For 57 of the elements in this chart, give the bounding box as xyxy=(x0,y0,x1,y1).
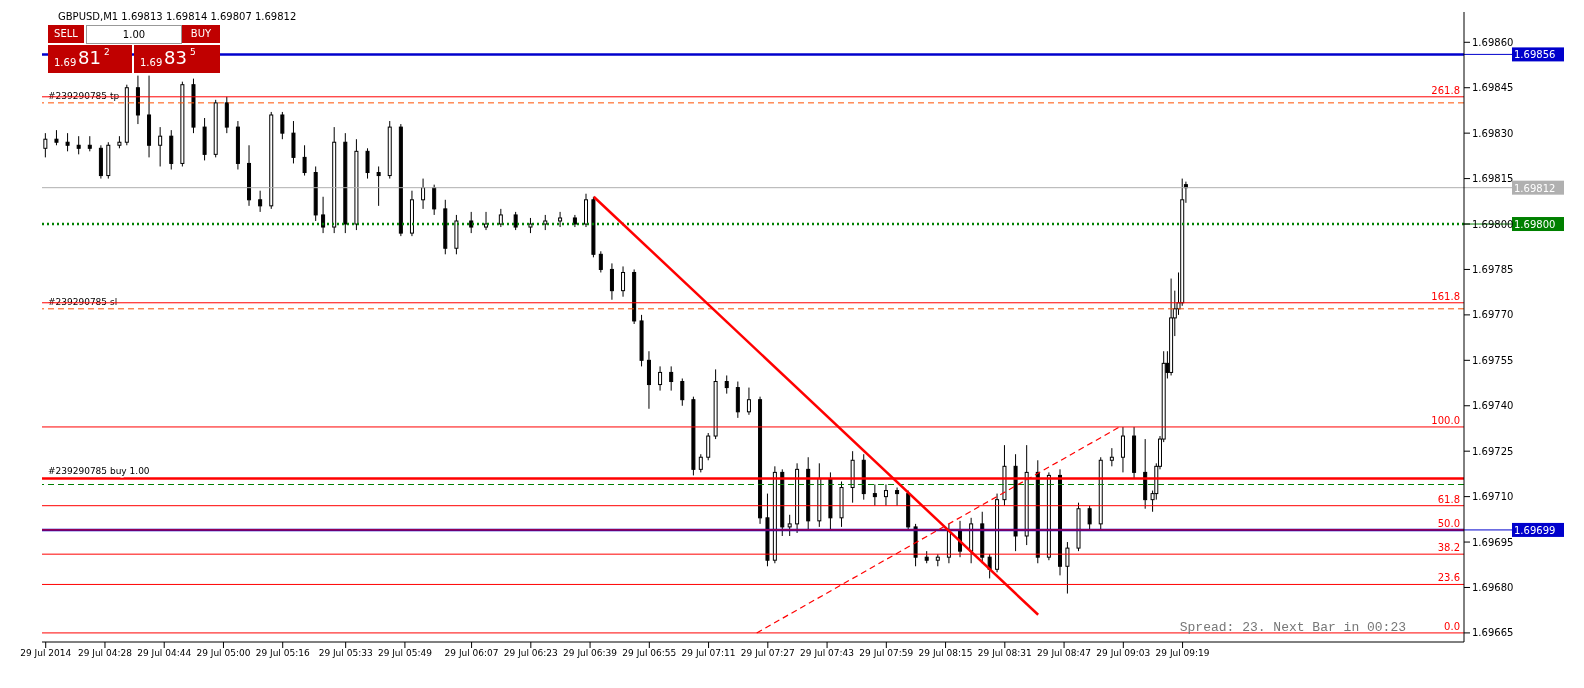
annotation: 5 xyxy=(190,47,196,57)
x-tick-label: 29 Jul 04:44 xyxy=(137,648,192,659)
y-tick-label: 1.69710 xyxy=(1472,491,1514,503)
annotation: 1.00 xyxy=(86,25,182,44)
annotation: 100.0 xyxy=(1431,414,1460,426)
ref-line-label: 1.69856 xyxy=(1514,49,1556,61)
ref-line-label: 1.69812 xyxy=(1514,182,1556,194)
x-tick-label: 29 Jul 06:55 xyxy=(622,648,677,659)
annotation: 261.8 xyxy=(1431,84,1460,96)
x-tick-label: 29 Jul 07:59 xyxy=(859,648,914,659)
x-tick-label: 29 Jul 08:47 xyxy=(1037,648,1092,659)
y-tick-label: 1.69665 xyxy=(1472,627,1514,639)
annotation: 161.8 xyxy=(1431,290,1460,302)
annotation: 83 xyxy=(164,47,187,68)
y-tick-label: 1.69830 xyxy=(1472,127,1514,139)
x-tick-label: 29 Jul 04:28 xyxy=(77,648,133,659)
x-tick-label: 29 Jul 05:16 xyxy=(255,648,310,659)
x-tick-label: 29 Jul 07:27 xyxy=(740,648,795,659)
annotation: 81 xyxy=(78,47,101,68)
annotation: 38.2 xyxy=(1437,542,1460,554)
x-tick-label: 29 Jul 05:49 xyxy=(377,648,433,659)
annotation: 61.8 xyxy=(1437,493,1460,505)
y-tick-label: 1.69860 xyxy=(1472,36,1514,48)
x-tick-label: 29 Jul 08:31 xyxy=(977,648,1032,659)
annotation: Spread: 23. Next Bar in 00:23 xyxy=(1179,620,1406,635)
y-tick-label: 1.69740 xyxy=(1472,400,1514,412)
y-tick-label: 1.69845 xyxy=(1472,82,1514,94)
x-tick-label: 29 Jul 05:00 xyxy=(196,648,251,659)
ref-line-label: 1.69699 xyxy=(1514,524,1556,536)
x-tick-label: 29 Jul 05:33 xyxy=(318,648,373,659)
x-tick-label: 29 Jul 07:43 xyxy=(800,648,855,659)
y-tick-label: 1.69755 xyxy=(1472,354,1514,366)
annotation: SELL xyxy=(48,25,84,43)
annotation: 2 xyxy=(104,47,110,57)
annotation: 1.69 xyxy=(54,57,77,68)
y-tick-label: 1.69770 xyxy=(1472,309,1514,321)
x-tick-label: 29 Jul 09:03 xyxy=(1096,648,1151,659)
y-tick-label: 1.69695 xyxy=(1472,536,1514,548)
y-tick-label: 1.69815 xyxy=(1472,173,1514,185)
ref-line-label: #239290785 buy 1.00 xyxy=(48,466,150,477)
annotation: 0.0 xyxy=(1444,620,1460,632)
x-tick-label: 29 Jul 2014 xyxy=(20,648,72,659)
chart-title: GBPUSD,M1 1.69813 1.69814 1.69807 1.69812 xyxy=(58,11,297,22)
y-tick-label: 1.69725 xyxy=(1472,445,1514,457)
x-tick-label: 29 Jul 06:39 xyxy=(563,648,618,659)
x-tick-label: 29 Jul 06:23 xyxy=(503,648,558,659)
y-tick-label: 1.69785 xyxy=(1472,264,1514,275)
x-tick-label: 29 Jul 06:07 xyxy=(444,648,499,659)
x-tick-label: 29 Jul 09:19 xyxy=(1155,648,1210,659)
annotation: 23.6 xyxy=(1437,572,1460,584)
y-tick-label: 1.69680 xyxy=(1472,582,1514,594)
annotation: 1.69 xyxy=(140,57,163,68)
x-tick-label: 29 Jul 08:15 xyxy=(918,648,973,659)
annotation: 50.0 xyxy=(1437,517,1460,529)
ref-line-label: 1.69800 xyxy=(1514,219,1556,231)
annotation: BUY xyxy=(182,25,220,43)
x-tick-label: 29 Jul 07:11 xyxy=(681,648,736,659)
